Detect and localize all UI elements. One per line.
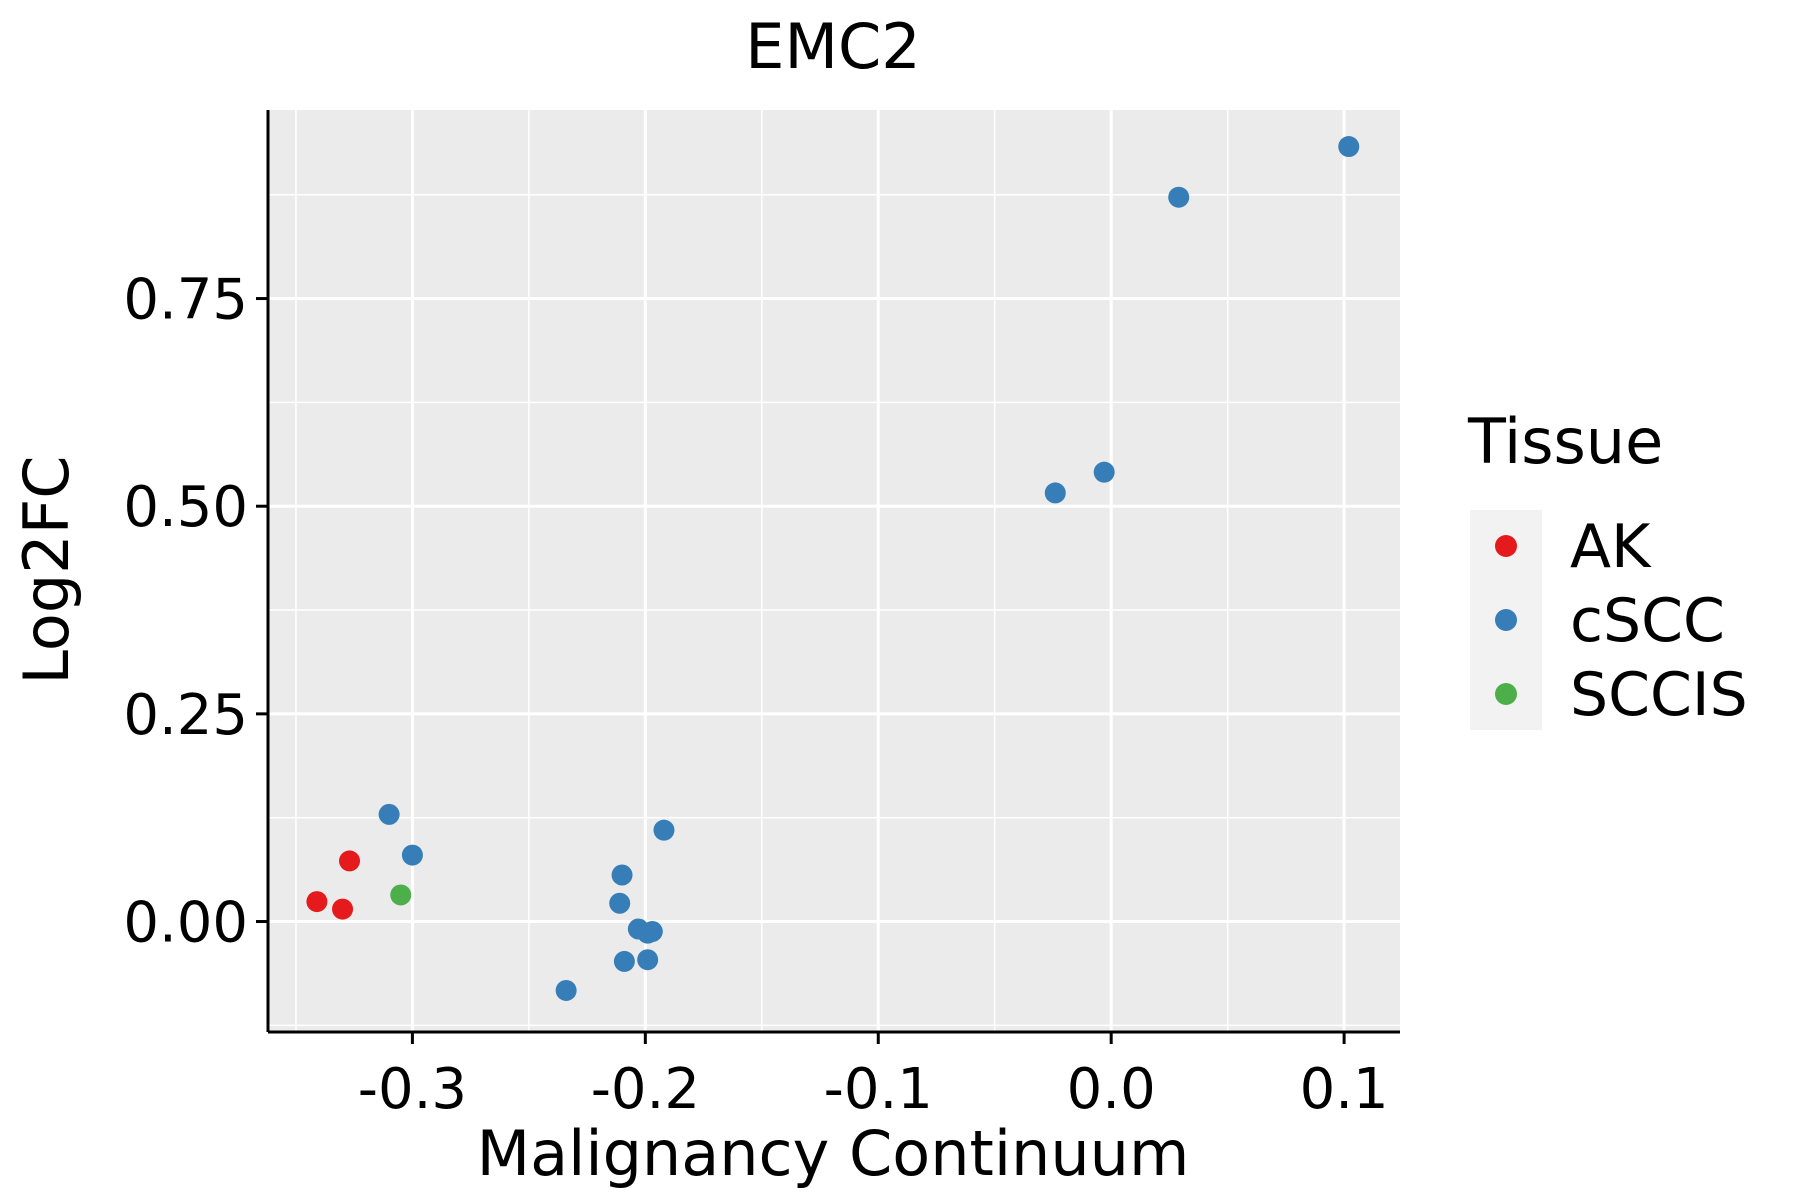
data-point-cscc: [609, 892, 631, 914]
y-axis-ticks: 0.00 0.25 0.50 0.75: [123, 268, 268, 956]
data-point-cscc: [378, 803, 400, 825]
x-tick-label: 0.0: [1067, 1057, 1156, 1122]
data-point-ak: [339, 850, 361, 872]
plot-panel: [268, 110, 1400, 1032]
chart-title: EMC2: [745, 10, 920, 83]
y-tick-label: 0.75: [123, 268, 248, 333]
data-point-cscc: [1168, 186, 1190, 208]
major-gridlines: [268, 110, 1400, 1032]
data-point-cscc: [1093, 461, 1115, 483]
y-axis-label: Log2FC: [10, 455, 83, 684]
y-tick-label: 0.00: [123, 891, 248, 956]
x-axis-ticks: -0.3 -0.2 -0.1 0.0 0.1: [358, 1032, 1389, 1122]
legend-label-sccis: SCCIS: [1570, 660, 1748, 730]
x-tick-label: -0.2: [591, 1057, 700, 1122]
data-point-cscc: [1338, 136, 1360, 158]
data-point-cscc: [1044, 482, 1066, 504]
x-tick-label: -0.3: [358, 1057, 467, 1122]
data-points: [306, 136, 1360, 1001]
x-tick-label: 0.1: [1300, 1057, 1389, 1122]
data-point-cscc: [401, 844, 423, 866]
data-point-cscc: [613, 950, 635, 972]
legend-label-cscc: cSCC: [1570, 586, 1725, 656]
data-point-ak: [306, 891, 328, 913]
x-axis-label: Malignancy Continuum: [477, 1117, 1190, 1190]
data-point-cscc: [555, 979, 577, 1001]
y-tick-label: 0.25: [123, 683, 248, 748]
data-point-cscc: [653, 819, 675, 841]
legend-title: Tissue: [1467, 405, 1663, 478]
data-point-cscc: [641, 920, 663, 942]
legend-key-cscc: [1495, 609, 1517, 631]
data-point-sccis: [390, 884, 412, 906]
data-point-cscc: [611, 864, 633, 886]
x-tick-label: -0.1: [824, 1057, 933, 1122]
data-point-cscc: [637, 949, 659, 971]
data-point-ak: [332, 898, 354, 920]
legend-key-ak: [1495, 535, 1517, 557]
legend-label-ak: AK: [1570, 512, 1652, 582]
y-tick-label: 0.50: [123, 475, 248, 540]
minor-gridlines: [268, 110, 1400, 1032]
legend-key-sccis: [1495, 683, 1517, 705]
